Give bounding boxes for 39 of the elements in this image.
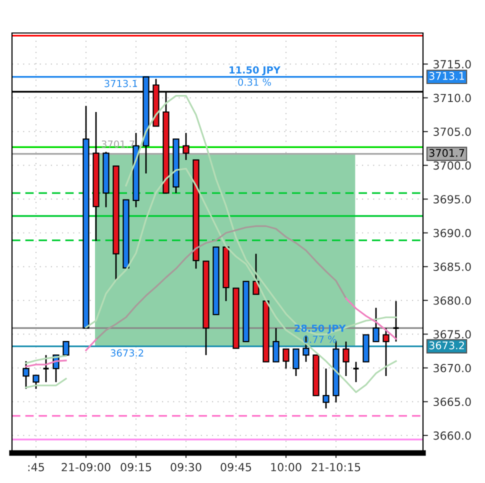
candlestick bbox=[182, 132, 190, 161]
candlestick bbox=[252, 253, 260, 296]
y-tick-label: 3665.0 bbox=[434, 398, 471, 406]
x-tick-label: 21-10:15 bbox=[312, 462, 360, 472]
candlestick bbox=[382, 327, 390, 377]
x-tick-label: 09:30 bbox=[170, 462, 202, 472]
annotation: 3673.2 bbox=[110, 349, 144, 357]
y-tick-label: 3690.0 bbox=[434, 228, 471, 238]
annotation: 0.31 % bbox=[238, 78, 271, 86]
y-tick-label: 3660.0 bbox=[434, 431, 471, 440]
y-tick-label: 3675.0 bbox=[434, 330, 471, 339]
candlestick bbox=[22, 360, 30, 390]
candlestick bbox=[392, 300, 400, 342]
candlestick bbox=[372, 307, 380, 342]
x-tick-label: 09:15 bbox=[120, 462, 152, 472]
candlestick bbox=[62, 341, 70, 356]
annotation: 3713.1 bbox=[104, 80, 138, 88]
candlestick bbox=[292, 348, 300, 377]
candlestick bbox=[342, 340, 350, 377]
y-tick-label: 3700.0 bbox=[434, 161, 471, 170]
x-tick-label: 10:00 bbox=[271, 462, 302, 472]
x-tick-label: 21-09:00 bbox=[62, 462, 110, 472]
ref-line-label: 3701.7 bbox=[429, 149, 464, 157]
y-tick-label: 3710.0 bbox=[434, 94, 471, 102]
candlestick bbox=[32, 374, 40, 390]
y-tick-label: 3695.0 bbox=[434, 195, 471, 204]
y-tick-label: 3680.0 bbox=[434, 296, 471, 305]
x-tick-label: 09:45 bbox=[220, 462, 252, 472]
ref-line-label: 3713.1 bbox=[429, 72, 464, 80]
candlestick bbox=[282, 348, 290, 370]
y-tick-label: 3705.0 bbox=[434, 128, 471, 136]
y-tick-label: 3685.0 bbox=[434, 262, 471, 272]
x-tick-label: :45 bbox=[28, 463, 44, 472]
annotation: 11.50 JPY bbox=[230, 66, 281, 76]
ref-line-label: 3673.2 bbox=[429, 341, 464, 350]
y-tick-label: 3670.0 bbox=[434, 364, 471, 372]
candlestick bbox=[272, 327, 280, 363]
candlestick bbox=[322, 368, 330, 410]
y-tick-label: 3715.0 bbox=[434, 60, 471, 68]
